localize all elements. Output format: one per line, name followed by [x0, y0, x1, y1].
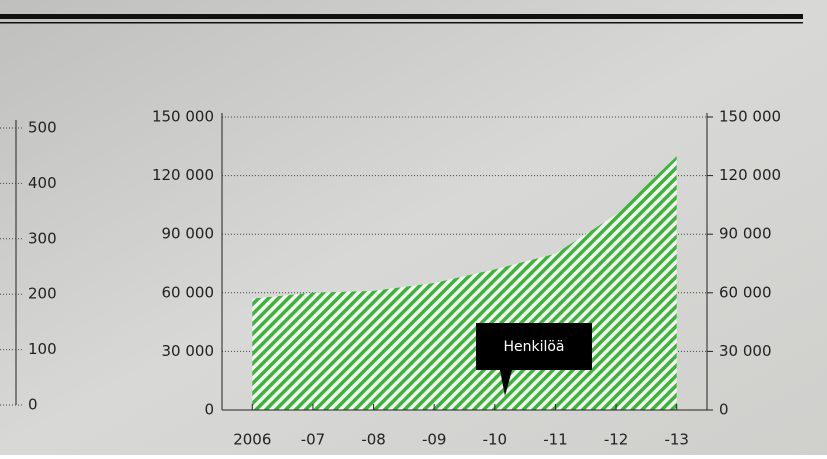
y-tick-label: 100	[28, 340, 57, 358]
y-tick-label: 300	[28, 229, 57, 247]
y2-tick-label: 0	[719, 401, 729, 419]
x-tick-label: -12	[604, 431, 629, 449]
y-tick-label: 30 000	[162, 342, 215, 360]
x-tick-label: -09	[422, 431, 447, 449]
y2-tick-label: 30 000	[719, 342, 772, 360]
x-tick-label: -11	[543, 431, 568, 449]
title-rule	[0, 14, 803, 19]
x-tick-label: -07	[301, 431, 326, 449]
y-tick-label: 90 000	[162, 225, 215, 243]
y-tick-label: 120 000	[152, 166, 214, 184]
y-tick-label: 200	[28, 285, 57, 303]
y-tick-label: 60 000	[162, 283, 215, 301]
annotation: Henkilöä	[476, 323, 592, 396]
x-tick-label: -13	[664, 431, 689, 449]
y-tick-label: 500	[28, 119, 57, 137]
y2-tick-label: 90 000	[719, 225, 772, 243]
title-rule	[0, 22, 803, 24]
y-tick-label: 0	[204, 401, 214, 419]
y2-tick-label: 120 000	[719, 166, 781, 184]
x-tick-label: -08	[361, 431, 386, 449]
x-tick-label: -10	[483, 431, 508, 449]
y2-tick-label: 150 000	[719, 108, 781, 126]
y2-tick-label: 60 000	[719, 283, 772, 301]
y-tick-label: 400	[28, 174, 57, 192]
annotation-text: Henkilöä	[503, 339, 564, 355]
y-tick-label: 0	[28, 396, 38, 414]
x-tick-label: 2006	[233, 431, 271, 449]
annotation-box	[476, 323, 592, 396]
y-tick-label: 150 000	[152, 108, 214, 126]
